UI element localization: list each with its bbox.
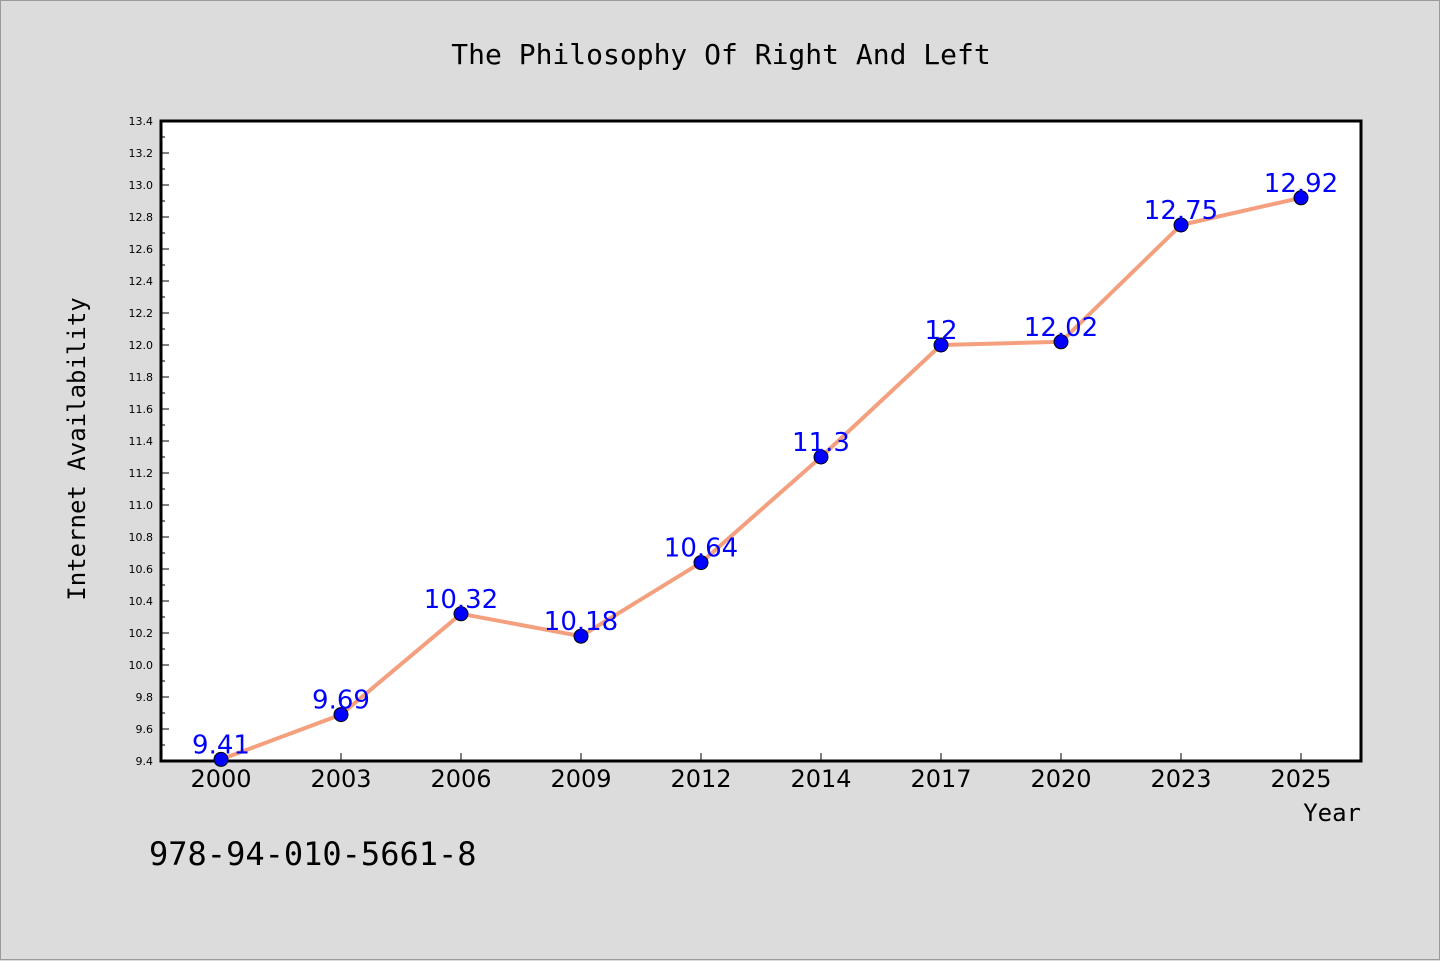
x-tick-label: 2003: [310, 765, 371, 793]
x-tick-label: 2023: [1150, 765, 1211, 793]
y-tick-label: 13.0: [129, 179, 154, 192]
data-label: 12.92: [1264, 169, 1338, 199]
x-axis-label: Year: [1303, 799, 1361, 827]
x-tick-label: 2020: [1030, 765, 1091, 793]
data-point: [333, 707, 349, 723]
y-tick-label: 9.8: [136, 691, 154, 704]
data-point: [1173, 217, 1189, 233]
series-line: [220, 195, 1302, 762]
data-point: [213, 751, 229, 767]
y-tick-label: 9.4: [136, 755, 154, 768]
data-point: [933, 337, 949, 353]
y-tick-label: 11.4: [129, 435, 154, 448]
data-point: [573, 628, 589, 644]
data-label: 10.32: [424, 585, 498, 615]
y-tick-label: 12.4: [129, 275, 154, 288]
y-tick-label: 11.6: [129, 403, 154, 416]
y-tick-label: 9.6: [136, 723, 154, 736]
y-tick-label: 12.8: [129, 211, 154, 224]
x-tick-label: 2000: [190, 765, 251, 793]
y-axis: 9.4 9.6 9.8 10.0 10.2 10.4 10.6 10.8 11.0 11.2 11.…: [129, 115, 169, 768]
x-axis: 2000 2003 2006 2009 2012 2014 2017 2020 2023 2025: [190, 753, 1332, 793]
data-point: [813, 449, 829, 465]
x-tick-label: 2009: [550, 765, 611, 793]
y-tick-label: 10.4: [129, 595, 154, 608]
y-tick-label: 10.8: [129, 531, 154, 544]
y-tick-label: 10.6: [129, 563, 154, 576]
data-point: [693, 555, 709, 571]
x-tick-label: 2006: [430, 765, 491, 793]
data-label: 11.3: [792, 428, 850, 458]
y-tick-label: 13.4: [129, 115, 154, 128]
y-tick-label: 11.0: [129, 499, 154, 512]
y-tick-label: 11.2: [129, 467, 154, 480]
data-labels: 9.41 9.69 10.32 10.18 10.64 11.3 12 12.02 12.75 1…: [192, 169, 1338, 761]
y-tick-label: 12.0: [129, 339, 154, 352]
x-tick-label: 2017: [910, 765, 971, 793]
y-tick-label: 10.0: [129, 659, 154, 672]
data-label: 9.41: [192, 730, 250, 760]
x-tick-label: 2012: [670, 765, 731, 793]
isbn-text: 978-94-010-5661-8: [149, 835, 477, 873]
y-axis-label: Internet Availability: [63, 297, 91, 600]
data-point: [453, 606, 469, 622]
data-label: 9.69: [312, 686, 370, 716]
y-tick-label: 10.2: [129, 627, 154, 640]
y-tick-label: 12.6: [129, 243, 154, 256]
y-tick-label: 12.2: [129, 307, 154, 320]
plot-area: [159, 119, 1363, 763]
y-tick-label: 13.2: [129, 147, 154, 160]
x-tick-label: 2025: [1270, 765, 1331, 793]
y-tick-label: 11.8: [129, 371, 154, 384]
data-label: 10.18: [544, 607, 618, 637]
data-label: 12.75: [1144, 196, 1218, 226]
data-label: 12.02: [1024, 313, 1098, 343]
x-tick-label: 2014: [790, 765, 851, 793]
chart-title: The Philosophy Of Right And Left: [451, 38, 990, 71]
data-label: 12: [924, 316, 957, 346]
data-label: 10.64: [664, 534, 738, 564]
data-point: [1293, 190, 1309, 206]
data-point: [1053, 334, 1069, 350]
series-line-group: [213, 190, 1309, 767]
